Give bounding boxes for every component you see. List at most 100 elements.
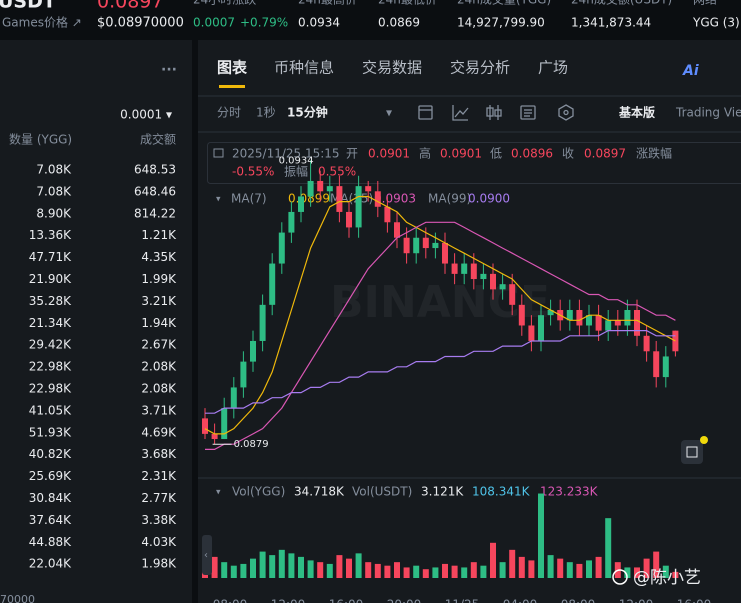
- precision[interactable]: 0.0001 ▾: [120, 108, 172, 122]
- candle-body: [624, 310, 631, 326]
- total: 4.35K: [141, 250, 177, 264]
- volume-bar: [470, 562, 477, 578]
- scroll-arrow[interactable]: ‹: [204, 550, 208, 561]
- last-price: 0.0897: [97, 0, 163, 13]
- tab[interactable]: 交易数据: [362, 59, 422, 77]
- label: 高: [419, 146, 431, 161]
- qty: 22.98K: [29, 360, 72, 374]
- price-plot: 0.0934 0.0879: [202, 155, 679, 450]
- label: 低: [490, 147, 502, 161]
- order-book-panel: [0, 40, 192, 603]
- volume-bar: [317, 562, 324, 578]
- volume-bar: [528, 560, 535, 578]
- volume-bar: [547, 555, 554, 578]
- candle-body: [547, 310, 554, 316]
- x-tick-label: 12:00: [271, 598, 306, 603]
- candle-body: [614, 320, 621, 326]
- volume-bar: [307, 560, 314, 578]
- scroll-handle[interactable]: [202, 535, 212, 575]
- candle-body: [470, 263, 477, 280]
- qty: 22.98K: [29, 382, 72, 396]
- total: 3.71K: [141, 403, 177, 417]
- volume-bar: [240, 563, 247, 578]
- float-button[interactable]: [681, 440, 703, 464]
- volume-bar: [566, 562, 573, 578]
- basic-view[interactable]: 基本版: [618, 105, 655, 120]
- candle-body: [355, 186, 362, 228]
- qty: 7.08K: [36, 163, 72, 177]
- candle-body: [442, 242, 448, 264]
- candle-body: [662, 356, 669, 378]
- interval-active[interactable]: 15分钟: [287, 105, 328, 120]
- stat-extra: +0.79%: [240, 16, 288, 30]
- interval[interactable]: 1秒: [256, 106, 276, 120]
- toolbar-icons[interactable]: [418, 104, 574, 121]
- value: 0.0901: [440, 147, 482, 161]
- candle-body: [278, 232, 285, 264]
- volume-bar: [326, 563, 333, 578]
- qty: 37.64K: [29, 513, 72, 527]
- candle-body: [336, 186, 343, 212]
- total: 814.22: [134, 206, 176, 220]
- x-tick-label: 08:00: [213, 598, 248, 603]
- tradingview[interactable]: Trading Vie: [675, 106, 741, 120]
- tab[interactable]: 币种信息: [274, 59, 334, 77]
- volume-bar: [442, 563, 448, 578]
- ai-button[interactable]: Ai: [682, 63, 699, 79]
- tab[interactable]: 图表: [217, 59, 248, 77]
- stat-value: 0.0934: [298, 16, 340, 30]
- volume-bar: [605, 518, 612, 578]
- volume-bar: [490, 542, 496, 578]
- tab[interactable]: 广场: [538, 59, 568, 77]
- label: 收: [562, 147, 574, 161]
- candle-body: [298, 196, 304, 212]
- candle-body: [586, 315, 592, 326]
- qty: 25.69K: [29, 469, 72, 483]
- ma-value: 0.0903: [374, 192, 416, 206]
- candle-body: [643, 335, 650, 352]
- candle-body: [230, 387, 237, 409]
- volume-bar: [509, 549, 516, 578]
- subtitle[interactable]: Games价格 ↗: [2, 15, 82, 30]
- volume-bar: [586, 560, 592, 578]
- total: 1.21K: [141, 228, 177, 242]
- qty: 7.08K: [36, 184, 72, 198]
- vol-value: 123.233K: [540, 485, 599, 499]
- qty: 51.93K: [29, 425, 72, 439]
- stat-value: YGG (3): [692, 16, 740, 30]
- menu[interactable]: ···: [161, 62, 177, 78]
- qty: 22.04K: [29, 557, 72, 571]
- tab-underline: [219, 85, 245, 88]
- candle-body: [595, 315, 602, 331]
- label: 开: [346, 147, 358, 161]
- value: 0.55%: [318, 165, 356, 179]
- candle-body: [211, 433, 218, 440]
- volume-bar: [662, 565, 669, 578]
- info-icon[interactable]: [213, 148, 224, 158]
- vol-value: 108.341K: [472, 485, 531, 499]
- x-tick-label: 08:00: [561, 598, 596, 603]
- candle-time: 2025/11/25 15:15: [232, 147, 340, 161]
- candle-body: [461, 263, 468, 274]
- volume-bar: [355, 553, 362, 578]
- interval-dropdown[interactable]: ▾: [386, 106, 392, 120]
- x-tick-label: 04:00: [503, 598, 538, 603]
- total: 2.67K: [141, 338, 177, 352]
- candle-body: [509, 284, 516, 305]
- volume-bar: [432, 567, 439, 578]
- stat-value: 0.0869: [378, 16, 420, 30]
- tab[interactable]: 交易分析: [450, 59, 510, 77]
- total: 2.31K: [141, 469, 177, 483]
- wm-icon: [612, 569, 628, 585]
- chevron[interactable]: ▾: [216, 195, 221, 205]
- total: 648.46: [134, 184, 176, 198]
- interval[interactable]: 分时: [217, 106, 241, 120]
- candle-body: [374, 191, 381, 207]
- candle-body: [566, 310, 573, 321]
- watermark: @陈小艺: [633, 568, 701, 588]
- value: -0.55%: [232, 165, 274, 179]
- total: 2.08K: [141, 360, 177, 374]
- chevron[interactable]: ▾: [216, 488, 221, 498]
- candle-body: [413, 237, 420, 254]
